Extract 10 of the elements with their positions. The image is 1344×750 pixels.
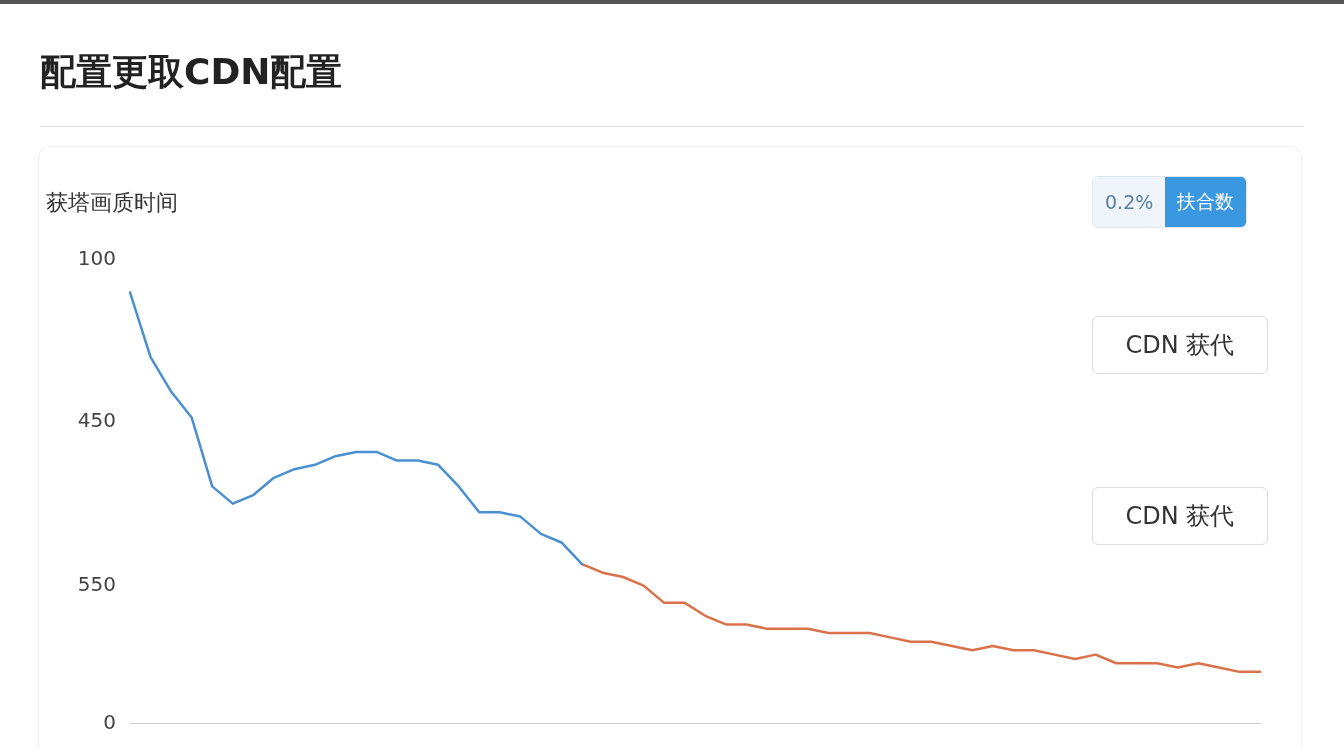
text: 0 [103,709,116,734]
text: 550 [77,572,116,597]
text: 0.2% [1093,177,1166,227]
text: 100 [77,246,116,271]
text: 450 [77,408,116,433]
text: 扶合数 [1165,177,1247,227]
chart-subtitle: 获塔画质时间 [46,189,178,217]
annotation: CDN 获代 [1092,316,1268,374]
annotation: CDN 获代 [1092,487,1268,545]
chart-title: 配置更取CDN配置 [40,50,343,94]
